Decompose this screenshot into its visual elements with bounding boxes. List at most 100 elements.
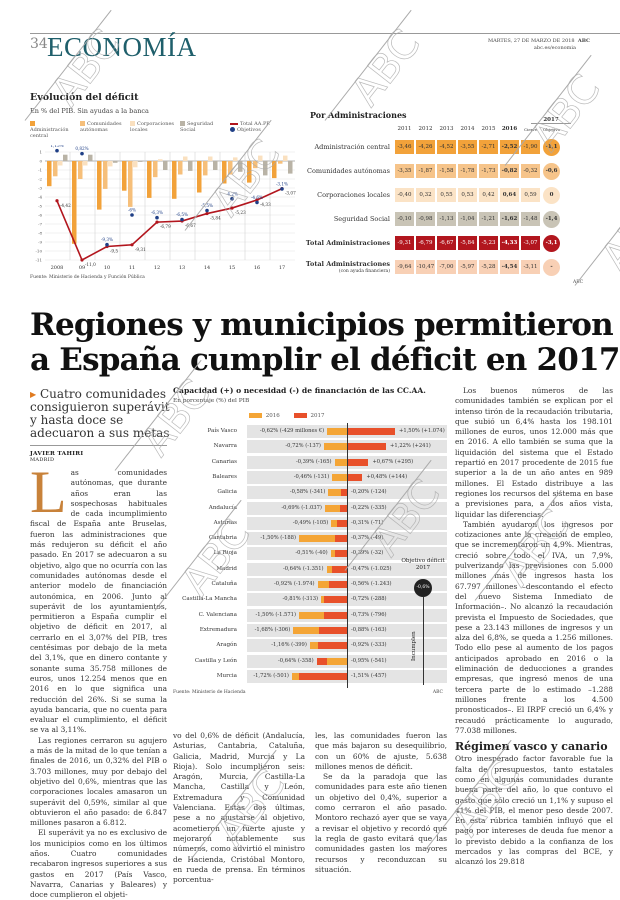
table-cell: -3,55: [458, 140, 477, 154]
row-label-text: Total Administraciones: [305, 239, 390, 247]
objective-point: [230, 197, 234, 201]
ccaa-row: Cantabria -1,50% (-188) -0,37% (-49): [173, 532, 447, 546]
ccaa-chart-title: Capacidad (+) o necesidad (-) de financi…: [173, 386, 426, 395]
total-point: [205, 211, 209, 216]
objective-point: [80, 151, 84, 156]
bar-local: [108, 161, 113, 167]
objective-label: -6%: [128, 208, 136, 213]
ccaa-row: Castilla y León -0,64% (-358) -0,95% (-541…: [173, 654, 447, 668]
ccaa-row: Andalucía -0,69% (-1.037) -0,22% (-335): [173, 501, 447, 515]
bar-ccaa: [103, 161, 108, 189]
label-2016: -0,92% (-1.974): [274, 581, 315, 587]
ccaa-name: Madrid: [216, 565, 237, 572]
table-cell: -1,78: [458, 164, 477, 178]
bar-2016: [324, 504, 347, 512]
bar-central: [197, 161, 202, 193]
ccaa-name: Canarias: [211, 458, 237, 465]
label-2017: -1,51% (-457): [351, 672, 387, 679]
page-number: 34: [30, 36, 48, 52]
table-cell: -5,28: [479, 260, 498, 274]
bar-ss: [188, 161, 193, 171]
byline: JAVIER TAHIRI MADRID: [30, 451, 167, 463]
objective-point: [205, 208, 209, 213]
label-2016: -0,58% (-341): [289, 489, 326, 496]
subheadline: ▶ Cuatro comunidades consiguieron superá…: [30, 388, 170, 440]
ccaa-name: Galicia: [217, 489, 237, 496]
table-cell: -3,46: [395, 140, 414, 154]
table-cell: -3,35: [395, 164, 414, 178]
date: MARTES, 27 DE MARZO DE 2018: [487, 38, 575, 44]
label-2017: -0,31% (-71): [351, 519, 384, 526]
deficit-chart: Evolución del déficit En % del PIB. Sin …: [30, 92, 300, 280]
x-tick-label: 15: [229, 265, 235, 271]
bar-2017: [339, 504, 347, 512]
table-cell: -3,07: [521, 236, 540, 250]
ccaa-row: Castilla-La Mancha -0,81% (-313) -0,72% (-…: [173, 593, 447, 607]
y-tick-label: -7: [38, 222, 42, 227]
label-2017: -0,56% (-1.243): [351, 581, 392, 587]
legend-label: 2016: [265, 413, 280, 419]
y-tick-label: -5: [38, 204, 42, 209]
y-tick-label: -2: [38, 177, 42, 182]
objective-label: -9,3%: [101, 237, 113, 242]
bar-2016: [327, 428, 347, 435]
label-2017: +0,48% (+144): [366, 473, 408, 480]
objective-point: [155, 215, 159, 220]
objective-circle: -0,6%: [414, 579, 432, 597]
total-label: -6,79: [160, 224, 171, 229]
author: JAVIER TAHIRI: [30, 451, 84, 457]
x-tick-label: 17: [279, 265, 285, 271]
table-cell: -4,54: [500, 260, 519, 274]
paragraph: vo del 0,6% de déficit (Andalucía, Astur…: [173, 731, 305, 885]
bar-local: [283, 155, 288, 161]
section-subheading: Régimen vasco y canario: [455, 740, 608, 754]
bar-central: [172, 161, 177, 199]
table-cell: -5,97: [458, 260, 477, 274]
total-label: -9,31: [135, 247, 146, 252]
objective-circle: -1,4: [543, 210, 560, 228]
ccaa-rows: País Vasco -0,62% (-429 millones €) +1,50%…: [173, 425, 447, 687]
bar-2017: [337, 519, 347, 527]
x-tick-label: 11: [129, 265, 135, 271]
bar-local: [83, 161, 88, 166]
legend-label: 2017: [310, 413, 325, 419]
bar-2017: [340, 489, 347, 497]
ccaa-name: Aragón: [216, 642, 237, 649]
ccaa-row: Canarias -0,39% (-165) +0,67% (+295): [173, 455, 447, 469]
legend-label: Corporaciones locales: [130, 121, 174, 133]
objective-circle: -3,1: [543, 234, 560, 252]
bar-2017: [317, 642, 347, 650]
paragraph: El superávit ya no es exclusivo de los m…: [30, 828, 167, 900]
table-cell: -1,04: [458, 212, 477, 226]
watermark-line: [324, 9, 412, 121]
bar-local: [258, 155, 263, 161]
x-tick-label: 14: [204, 265, 210, 271]
total-label: -11,0: [85, 262, 96, 267]
table-cell: -10,47: [416, 260, 435, 274]
x-tick-label: 12: [154, 265, 160, 271]
label-2017: -0,88% (-163): [351, 626, 387, 633]
row-label: Comunidades autónomas: [280, 167, 390, 175]
bar-central: [147, 161, 152, 198]
year-header: 2014: [460, 126, 475, 132]
ccaa-row: C. Valenciana -1,50% (-1.571) -0,73% (-796…: [173, 608, 447, 622]
label-2016: -0,46% (-131): [293, 473, 330, 480]
ccaa-name: Cataluña: [211, 581, 237, 587]
bar-2017: [329, 581, 347, 588]
ccaa-row: Asturias -0,49% (-105) -0,31% (-71): [173, 516, 447, 530]
objective-circle: -0,6: [543, 162, 560, 180]
objective-label: -6,3%: [151, 210, 163, 215]
bar-local: [58, 161, 63, 166]
row-label: Administración central: [280, 143, 390, 151]
bar-ss: [163, 161, 168, 170]
legend-label: Administración central: [30, 127, 69, 139]
total-label: -4,42: [60, 203, 71, 208]
bar-central: [122, 161, 127, 191]
y-tick-label: -9: [38, 240, 42, 245]
table-cell: -0,82: [500, 164, 519, 178]
total-label: -5,23: [235, 210, 246, 215]
table-cell: -9,64: [395, 260, 414, 274]
table-cell: -1,73: [479, 164, 498, 178]
y-tick-label: -4: [38, 195, 42, 200]
x-tick-label: 10: [104, 265, 110, 271]
